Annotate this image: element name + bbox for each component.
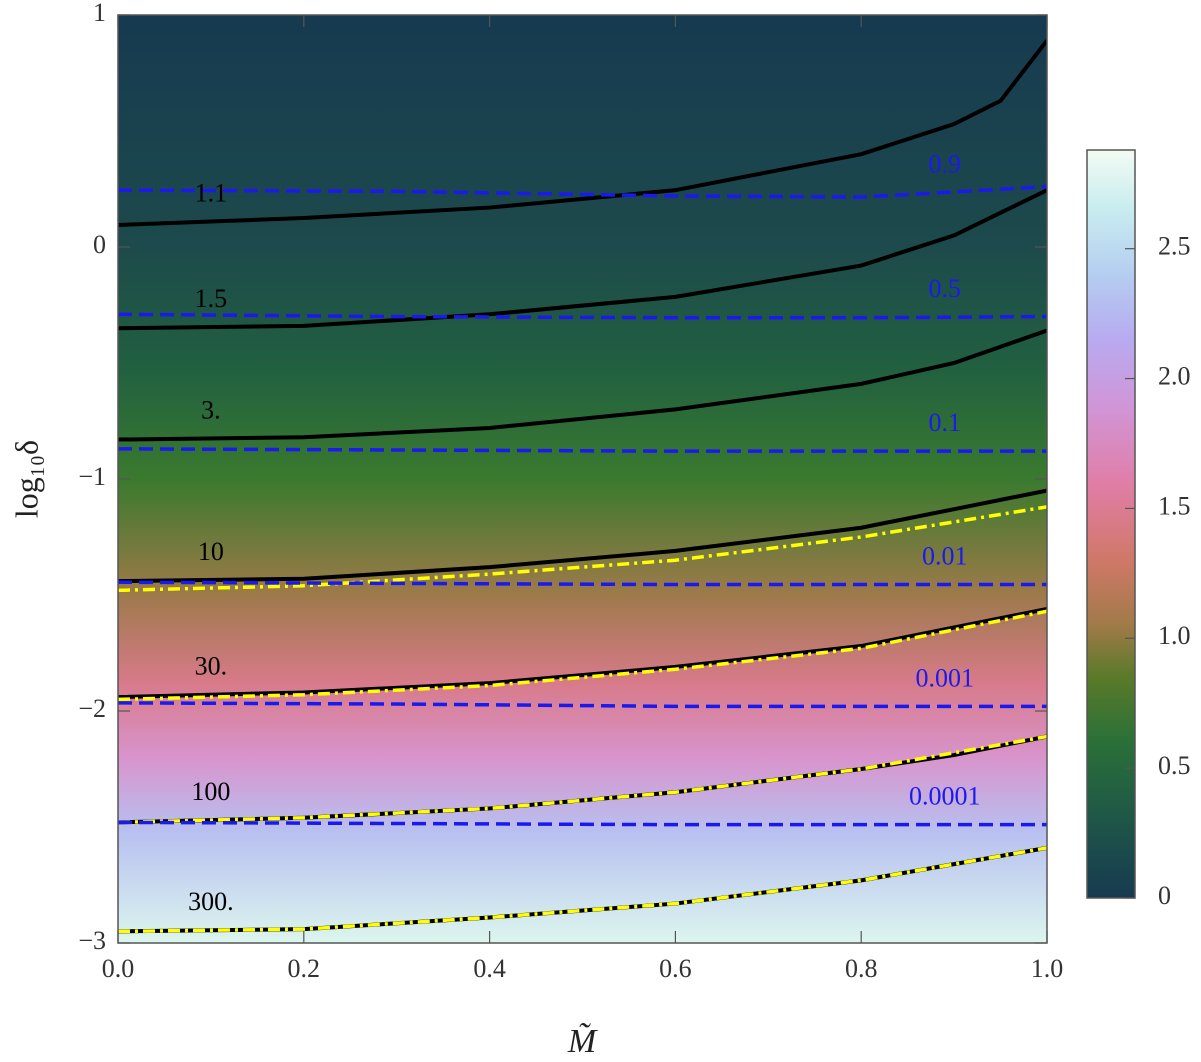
y-tick-label: −2 (78, 694, 106, 723)
contour-label: 0.0001 (909, 782, 981, 811)
x-tick-label: 0.2 (288, 954, 321, 983)
contour-line (118, 39, 1047, 227)
colorbar-frame (1086, 149, 1136, 899)
contour-label: 0.001 (916, 663, 975, 692)
x-tick-label: 1.0 (1031, 954, 1064, 983)
contour-label: 0.01 (922, 542, 968, 571)
contour-label: 0.9 (929, 149, 962, 178)
contour-label: 0.1 (929, 408, 962, 437)
x-tick-label: 0.4 (473, 954, 506, 983)
colorbar-tick-label: 2.5 (1158, 232, 1191, 261)
contour-label: 10 (198, 537, 224, 566)
x-tick-label: 0.0 (102, 954, 135, 983)
contour-label: 1.5 (195, 284, 228, 313)
contour-line (118, 580, 1047, 587)
colorbar-tick-label: 0 (1158, 881, 1171, 910)
contour-line (118, 734, 1047, 825)
contour-line (118, 820, 1047, 827)
y-tick-label: −3 (78, 926, 106, 955)
contour-label: 3. (201, 395, 221, 424)
contour-line (118, 188, 1047, 331)
contour-line (118, 606, 1047, 700)
contour-label: 100 (191, 777, 230, 806)
plot-background (118, 15, 1047, 943)
y-tick-label: 1 (93, 0, 106, 27)
y-tick-label: −1 (78, 462, 106, 491)
contour-line (118, 846, 1047, 934)
x-tick-label: 0.6 (659, 954, 692, 983)
contour-line (118, 505, 1047, 593)
contour-line (118, 328, 1047, 442)
contour-line (118, 184, 1047, 199)
colorbar-tick-label: 1.5 (1158, 491, 1191, 520)
x-axis-label: M̃ (567, 1022, 598, 1060)
contour-line (118, 447, 1047, 453)
colorbar-tick-label: 0.5 (1158, 751, 1191, 780)
colorbar-tick-label: 1.0 (1158, 621, 1191, 650)
x-tick-label: 0.8 (845, 954, 878, 983)
y-axis-label: log₁₀δ (8, 440, 44, 518)
colorbar (1087, 150, 1135, 898)
contour-line (118, 488, 1047, 584)
colorbar-tick-label: 2.0 (1158, 362, 1191, 391)
contour-label: 0.5 (929, 274, 962, 303)
contour-label: 30. (195, 652, 228, 681)
contour-line (118, 609, 1047, 702)
y-tick-label: 0 (93, 230, 106, 259)
contour-line (118, 312, 1047, 320)
contour-label: 1.1 (195, 178, 228, 207)
contour-label: 300. (188, 887, 234, 916)
contour-line (118, 701, 1047, 709)
